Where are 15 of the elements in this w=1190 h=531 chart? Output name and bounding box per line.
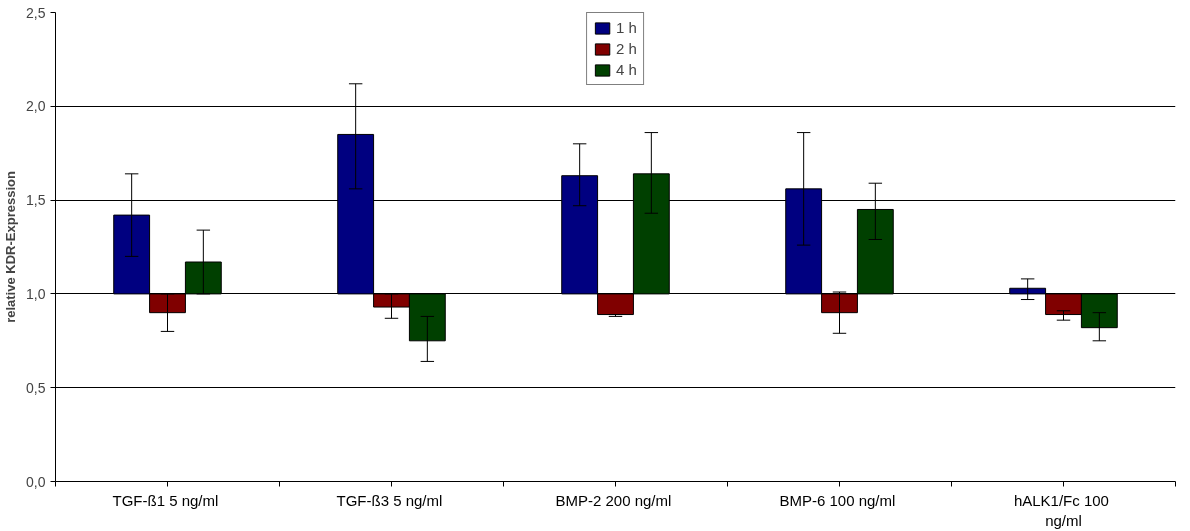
x-tick-label: BMP-2 200 ng/ml [555,491,672,509]
x-tick-label: BMP-6 100 ng/ml [779,491,896,509]
y-tick-label: 2,5 [26,4,46,21]
y-tick-label: 1,0 [26,285,46,302]
y-tick-label: 0,5 [26,379,46,396]
legend-label: 4 h [616,61,637,78]
y-tick-label: 1,5 [26,192,46,209]
y-axis-title: relative KDR-Expression [3,171,19,323]
legend-label: 2 h [616,40,637,57]
legend-label: 1 h [616,19,637,36]
x-tick-label: TGF-ß3 5 ng/ml [336,491,443,509]
y-tick-label: 2,0 [26,98,46,115]
x-tick-label: hALK1/Fc 100 ng/ml [1013,491,1109,529]
x-tick-label: TGF-ß1 5 ng/ml [112,491,219,509]
y-tick-label: 0,0 [26,473,46,490]
